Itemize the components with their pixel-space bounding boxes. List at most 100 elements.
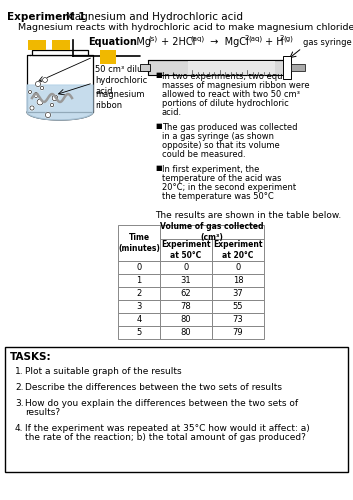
Text: 2: 2 <box>245 35 249 41</box>
Bar <box>100 50 116 64</box>
Bar <box>52 40 70 50</box>
Circle shape <box>34 92 38 98</box>
Circle shape <box>43 78 47 82</box>
Bar <box>160 225 264 239</box>
Bar <box>118 261 160 274</box>
Circle shape <box>40 86 44 90</box>
Text: ■: ■ <box>155 165 162 171</box>
Text: could be measured.: could be measured. <box>162 150 246 159</box>
Bar <box>160 287 212 300</box>
Text: Describe the differences between the two sets of results: Describe the differences between the two… <box>25 383 282 392</box>
Bar <box>5 347 348 472</box>
Bar <box>160 326 212 339</box>
Bar <box>28 40 46 50</box>
Text: If the experiment was repeated at 35°C how would it affect: a): If the experiment was repeated at 35°C h… <box>25 424 310 433</box>
Text: gas syringe: gas syringe <box>303 38 352 47</box>
Text: : Mg: : Mg <box>130 37 151 47</box>
Circle shape <box>50 104 54 106</box>
Bar <box>118 274 160 287</box>
Text: Volume of gas collected
(cm³): Volume of gas collected (cm³) <box>160 222 264 242</box>
Text: 4: 4 <box>136 315 142 324</box>
Text: 0: 0 <box>136 263 142 272</box>
Text: : Magnesium and Hydrochloric acid: : Magnesium and Hydrochloric acid <box>59 12 243 22</box>
Text: Time
(minutes): Time (minutes) <box>118 234 160 252</box>
Text: 2: 2 <box>280 35 285 41</box>
Text: Experiment
at 50°C: Experiment at 50°C <box>161 240 211 260</box>
Text: 3: 3 <box>136 302 142 311</box>
Bar <box>291 64 305 71</box>
Circle shape <box>37 99 43 105</box>
Bar <box>118 287 160 300</box>
Bar <box>160 300 212 313</box>
Bar <box>212 326 264 339</box>
Text: 0: 0 <box>235 263 241 272</box>
Text: 4.: 4. <box>15 424 24 433</box>
Text: (g): (g) <box>283 35 293 42</box>
Bar <box>212 300 264 313</box>
Text: results?: results? <box>25 408 60 417</box>
Text: (s): (s) <box>148 35 157 42</box>
Text: 20°C; in the second experiment: 20°C; in the second experiment <box>162 183 296 192</box>
Polygon shape <box>27 85 93 120</box>
Polygon shape <box>27 55 93 112</box>
Text: 31: 31 <box>181 276 191 285</box>
Text: allowed to react with two 50 cm³: allowed to react with two 50 cm³ <box>162 90 300 99</box>
Text: (aq): (aq) <box>190 35 204 42</box>
Bar <box>32 50 88 55</box>
Bar <box>160 261 212 274</box>
Bar <box>212 287 264 300</box>
Text: Magnesium reacts with hydrochloric acid to make magnesium chloride and hydrogen : Magnesium reacts with hydrochloric acid … <box>18 23 353 32</box>
Bar <box>160 239 212 261</box>
Text: 37: 37 <box>233 289 243 298</box>
Text: 18: 18 <box>233 276 243 285</box>
Text: 78: 78 <box>181 302 191 311</box>
Text: 80: 80 <box>181 328 191 337</box>
Circle shape <box>52 95 58 101</box>
Text: (aq): (aq) <box>248 35 262 42</box>
Text: Experiment
at 20°C: Experiment at 20°C <box>213 240 263 260</box>
Text: 0: 0 <box>183 263 189 272</box>
Text: magnesium
ribbon: magnesium ribbon <box>95 90 144 110</box>
Bar <box>212 313 264 326</box>
Text: + H: + H <box>262 37 283 47</box>
Text: 62: 62 <box>181 289 191 298</box>
Bar <box>118 313 160 326</box>
Text: ■: ■ <box>155 72 162 78</box>
Text: →  MgCl: → MgCl <box>204 37 249 47</box>
Text: portions of dilute hydrochloric: portions of dilute hydrochloric <box>162 99 289 108</box>
Bar <box>283 56 291 79</box>
Bar <box>118 300 160 313</box>
Bar <box>212 274 264 287</box>
Text: In first experiment, the: In first experiment, the <box>162 165 259 174</box>
Bar <box>160 274 212 287</box>
Text: Equation: Equation <box>88 37 137 47</box>
Bar <box>160 313 212 326</box>
Text: 73: 73 <box>233 315 243 324</box>
Text: 1.: 1. <box>15 367 24 376</box>
Bar <box>118 326 160 339</box>
Text: 2.: 2. <box>15 383 24 392</box>
Bar <box>148 60 285 75</box>
Text: 80: 80 <box>181 315 191 324</box>
Text: Experiment 1: Experiment 1 <box>7 12 85 22</box>
Text: 55: 55 <box>233 302 243 311</box>
Text: 1: 1 <box>136 276 142 285</box>
Circle shape <box>46 112 50 117</box>
Bar <box>118 225 160 261</box>
Bar <box>188 61 275 74</box>
Circle shape <box>28 90 31 94</box>
Text: Plot a suitable graph of the results: Plot a suitable graph of the results <box>25 367 182 376</box>
Text: TASKS:: TASKS: <box>10 352 52 362</box>
Bar <box>212 261 264 274</box>
Text: temperature of the acid was: temperature of the acid was <box>162 174 281 183</box>
Text: How do you explain the differences between the two sets of: How do you explain the differences betwe… <box>25 399 298 408</box>
Text: 79: 79 <box>233 328 243 337</box>
Text: the rate of the reaction; b) the total amount of gas produced?: the rate of the reaction; b) the total a… <box>25 433 306 442</box>
Text: The gas produced was collected: The gas produced was collected <box>162 123 298 132</box>
Text: acid.: acid. <box>162 108 182 117</box>
Text: masses of magnesium ribbon were: masses of magnesium ribbon were <box>162 81 310 90</box>
Text: + 2HCl: + 2HCl <box>158 37 196 47</box>
Text: opposite) so that its volume: opposite) so that its volume <box>162 141 280 150</box>
Text: 5: 5 <box>136 328 142 337</box>
Circle shape <box>30 106 34 110</box>
